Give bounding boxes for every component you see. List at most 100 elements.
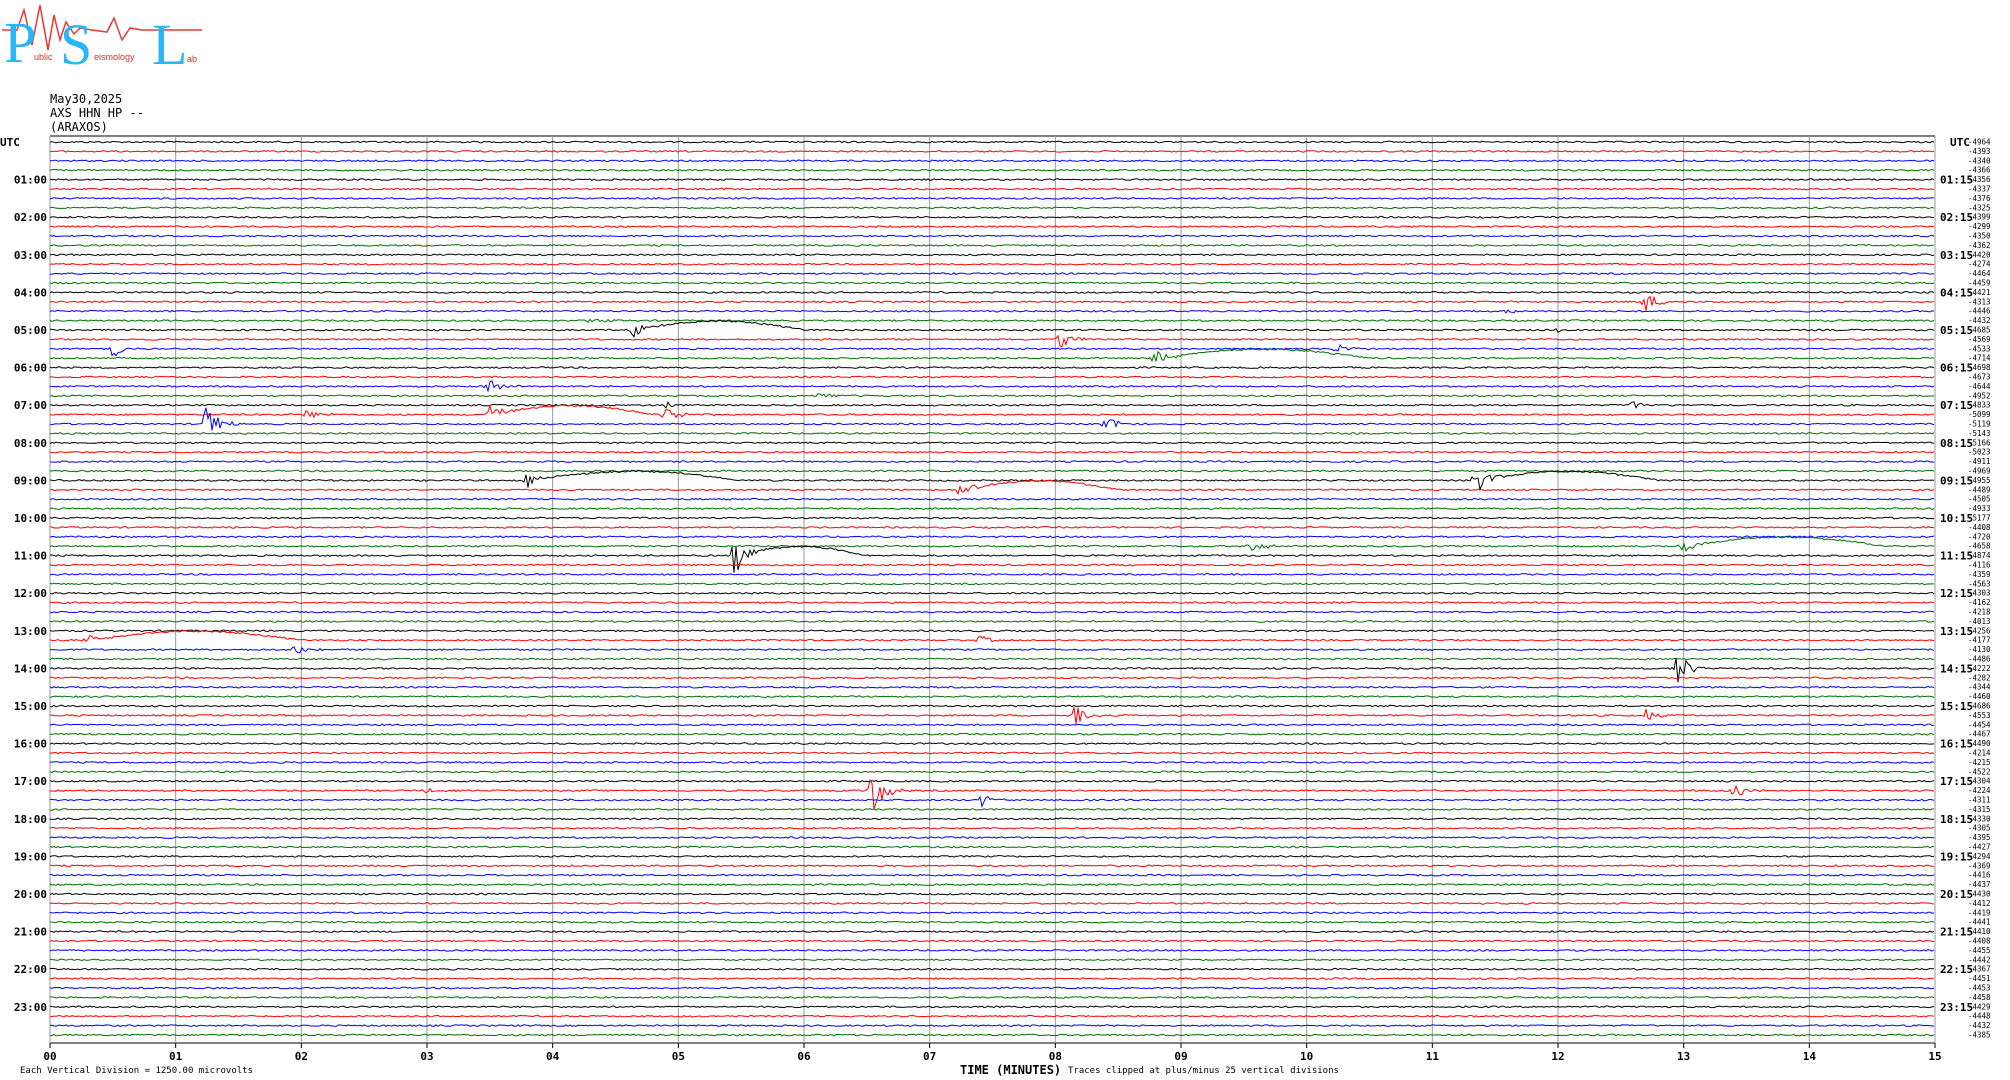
trace-mean-value: -4833: [1968, 401, 1991, 410]
trace-mean-value: -4416: [1968, 871, 1991, 880]
x-tick-label: 11: [1426, 1050, 1440, 1063]
utc-hour-label-left: 10:00: [14, 512, 47, 525]
trace-mean-value: -4441: [1968, 918, 1991, 927]
trace-mean-value: -4460: [1968, 692, 1991, 701]
chart-grid: [49, 135, 1936, 1048]
seismic-trace-blue: [49, 572, 1935, 576]
seismic-trace-blue: [49, 873, 1935, 877]
seismic-trace-red: [49, 375, 1935, 379]
trace-mean-value: -4442: [1968, 955, 1991, 964]
seismic-trace-blue: [49, 380, 1935, 393]
trace-mean-value: -4385: [1968, 1031, 1991, 1040]
trace-mean-value: -4362: [1968, 241, 1991, 250]
seismic-trace-green: [49, 507, 1935, 511]
seismic-trace-red: [49, 977, 1935, 981]
trace-mean-value: -4408: [1968, 523, 1991, 532]
utc-hour-label-right: 07:15: [1940, 399, 1973, 412]
x-tick-label: 06: [797, 1050, 811, 1063]
trace-mean-value: -4505: [1968, 495, 1991, 504]
trace-mean-value: -4366: [1968, 166, 1991, 175]
seismic-trace-red: [49, 707, 1935, 725]
seismic-trace-blue: [49, 645, 1935, 654]
utc-hour-label-left: 22:00: [14, 963, 47, 976]
seismic-trace-green: [49, 920, 1935, 924]
seismic-trace-red: [49, 1014, 1935, 1018]
trace-mean-value: -4698: [1968, 363, 1991, 372]
seismic-trace-black: [49, 930, 1935, 933]
header-station: (ARAXOS): [50, 120, 108, 134]
trace-mean-value: -4720: [1968, 532, 1991, 541]
trace-mean-value: -4419: [1968, 908, 1991, 917]
seismic-trace-red: [49, 902, 1935, 905]
trace-mean-value: -4453: [1968, 984, 1991, 993]
trace-mean-value: -4467: [1968, 730, 1991, 739]
seismic-trace-green: [49, 995, 1935, 999]
seismic-trace-red: [49, 601, 1935, 605]
trace-mean-value: -4458: [1968, 993, 1991, 1002]
seismic-trace-blue: [49, 723, 1935, 727]
trace-mean-value: -4013: [1968, 617, 1991, 626]
clip-note: Traces clipped at plus/minus 25 vertical…: [1068, 1066, 1339, 1076]
seismic-trace-black: [49, 516, 1935, 520]
trace-mean-value: -4304: [1968, 777, 1991, 786]
trace-mean-value: -4874: [1968, 551, 1991, 560]
trace-mean-value: -4315: [1968, 805, 1991, 814]
trace-mean-value: -4393: [1968, 147, 1991, 156]
trace-mean-value: -4222: [1968, 664, 1991, 673]
trace-mean-value: -4432: [1968, 1021, 1991, 1030]
utc-hour-label-right: 08:15: [1940, 437, 1973, 450]
seismic-trace-red: [49, 334, 1935, 348]
trace-mean-value: -4218: [1968, 608, 1991, 617]
x-tick-label: 13: [1677, 1050, 1690, 1063]
seismic-trace-red: [49, 149, 1935, 153]
seismic-trace-blue: [49, 535, 1935, 539]
seismic-trace-red: [49, 187, 1935, 191]
x-tick-label: 08: [1049, 1050, 1062, 1063]
trace-mean-value: -4459: [1968, 279, 1991, 288]
x-tick-label: 04: [546, 1050, 560, 1063]
trace-mean-value: -4427: [1968, 843, 1991, 852]
trace-mean-value: -4686: [1968, 702, 1991, 711]
seismic-trace-red: [49, 563, 1935, 567]
x-tick-label: 03: [420, 1050, 433, 1063]
seismic-trace-green: [49, 657, 1935, 661]
utc-hour-label-right: 17:15: [1940, 775, 1973, 788]
seismic-trace-black: [49, 545, 1935, 573]
trace-mean-value: -4294: [1968, 852, 1991, 861]
trace-mean-value: -4522: [1968, 767, 1991, 776]
x-tick-label: 15: [1928, 1050, 1941, 1063]
trace-mean-value: -4412: [1968, 899, 1991, 908]
utc-hour-label-right: 12:15: [1940, 587, 1973, 600]
utc-hour-label-left: 14:00: [14, 662, 47, 675]
trace-mean-value: -4395: [1968, 833, 1991, 842]
header-date: May30,2025: [50, 92, 123, 106]
trace-mean-value: -4344: [1968, 683, 1991, 692]
trace-mean-value: -4162: [1968, 598, 1991, 607]
seismic-trace-green: [49, 347, 1935, 362]
seismic-trace-blue: [49, 911, 1935, 915]
trace-mean-value: -4367: [1968, 965, 1991, 974]
x-tick-label: 01: [169, 1050, 183, 1063]
utc-hour-label-right: 04:15: [1940, 286, 1973, 299]
seismic-trace-black: [49, 1005, 1935, 1009]
utc-hour-label-left: 05:00: [14, 324, 47, 337]
utc-hour-label-right: 01:15: [1940, 174, 1973, 187]
utc-hour-label-left: 02:00: [14, 211, 47, 224]
seismic-trace-green: [49, 243, 1934, 247]
utc-left-header: UTC: [0, 136, 20, 149]
seismic-trace-red: [49, 778, 1935, 810]
seismic-trace-green: [49, 883, 1935, 887]
seismic-trace-blue: [49, 309, 1935, 314]
trace-mean-value: -5099: [1968, 410, 1991, 419]
trace-mean-value: -4340: [1968, 156, 1991, 165]
utc-hour-label-left: 06:00: [14, 362, 47, 375]
utc-hour-label-left: 17:00: [14, 775, 47, 788]
trace-mean-value: -4533: [1968, 344, 1991, 353]
trace-mean-value: -4356: [1968, 175, 1991, 184]
x-tick-label: 10: [1300, 1050, 1313, 1063]
trace-mean-value: -4685: [1968, 326, 1991, 335]
seismic-trace-red: [49, 864, 1935, 868]
trace-mean-value: -4305: [1968, 824, 1991, 833]
trace-mean-value: -4214: [1968, 749, 1991, 758]
